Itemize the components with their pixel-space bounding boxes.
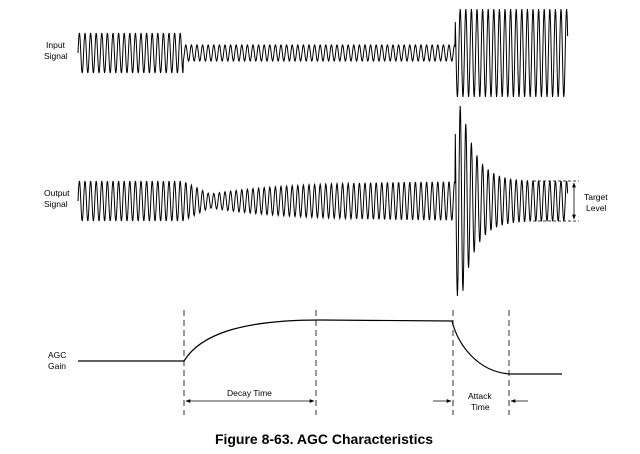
output-signal-label-line2: Signal bbox=[44, 199, 68, 209]
figure-caption: Figure 8-63. AGC Characteristics bbox=[215, 431, 433, 447]
decay-time-label: Decay Time bbox=[227, 388, 272, 398]
target-level-label-line1: Target bbox=[584, 192, 608, 202]
input-signal-label-line1: Input bbox=[46, 40, 66, 50]
agc-gain-label-line2: Gain bbox=[48, 361, 66, 371]
input-signal-label-line2: Signal bbox=[44, 51, 68, 61]
agc-gain-curve bbox=[78, 319, 562, 375]
output-signal-waveform bbox=[77, 105, 569, 297]
attack-time-label-line1: Attack bbox=[468, 391, 492, 401]
agc-gain-label-line1: AGC bbox=[48, 350, 66, 360]
output-signal-label-line1: Output bbox=[44, 188, 70, 198]
attack-time-label-line2: Time bbox=[471, 402, 490, 412]
input-signal-waveform bbox=[77, 8, 569, 98]
target-level-label-line2: Level bbox=[586, 203, 606, 213]
